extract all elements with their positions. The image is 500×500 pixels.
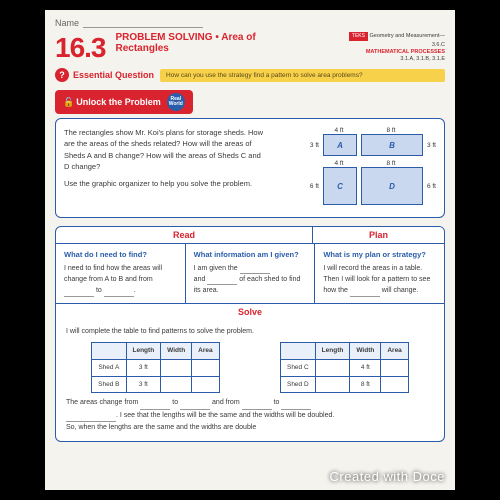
organizer-box: Read Plan What do I need to find? I need… — [55, 226, 445, 442]
problem-text: The rectangles show Mr. Koi's plans for … — [64, 127, 268, 209]
solve-body: I will complete the table to find patter… — [56, 320, 444, 441]
title-line-1: PROBLEM SOLVING • Area of — [116, 32, 256, 43]
plan-header: Plan — [313, 227, 444, 244]
lesson-number: 16.3 — [55, 32, 106, 64]
worksheet-page: Name 16.3 PROBLEM SOLVING • Area of Rect… — [45, 10, 455, 490]
eq-text: How can you use the strategy find a patt… — [160, 69, 445, 82]
essential-question-row: ? Essential Question How can you use the… — [55, 68, 445, 82]
shed-d: D — [361, 167, 423, 205]
real-world-badge: RealWorld — [167, 93, 185, 111]
sheds-diagram: 4 ft8 ft 3 ft A B 3 ft 4 ft8 ft 6 ft C D… — [276, 127, 436, 209]
header: 16.3 PROBLEM SOLVING • Area of Rectangle… — [55, 32, 445, 64]
unlock-banner: 🔓 Unlock the Problem RealWorld — [55, 90, 193, 114]
title-line-2: Rectangles — [116, 43, 256, 54]
standards-box: TEKS Geometry and Measurement—3.6.C MATH… — [345, 32, 445, 63]
table-right: LengthWidthArea Shed C4 ft Shed D8 ft — [280, 342, 409, 393]
read-col-2: What information am I given? I am given … — [186, 244, 316, 303]
shed-b: B — [361, 134, 423, 156]
teks-badge: TEKS — [349, 32, 368, 41]
table-left: LengthWidthArea Shed A3 ft Shed B3 ft — [91, 342, 219, 393]
question-icon: ? — [55, 68, 69, 82]
shed-a: A — [323, 134, 357, 156]
shed-c: C — [323, 167, 357, 205]
solve-header: Solve — [56, 303, 444, 320]
lock-icon: 🔓 — [63, 97, 74, 108]
read-col-1: What do I need to find? I need to find h… — [56, 244, 186, 303]
plan-col: What is my plan or strategy? I will reco… — [315, 244, 444, 303]
eq-label: Essential Question — [73, 70, 154, 80]
problem-box: The rectangles show Mr. Koi's plans for … — [55, 118, 445, 218]
read-header: Read — [56, 227, 313, 244]
watermark: Created with Doce — [330, 469, 445, 484]
name-field: Name — [55, 18, 445, 28]
